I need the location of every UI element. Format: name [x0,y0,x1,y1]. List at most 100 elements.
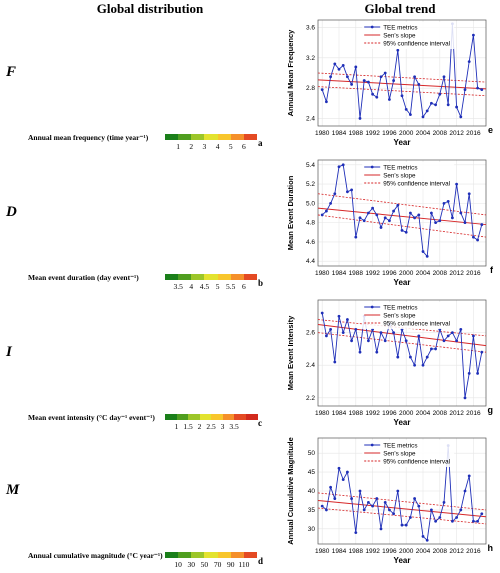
data-point [421,250,425,253]
x-tick-label: 2012 [449,410,464,417]
data-point [442,75,446,79]
data-point [396,489,400,493]
x-axis-label: Year [394,418,411,427]
data-point [350,82,353,86]
colorbar-tick-label: 5.5 [226,282,236,291]
colorbar-swatch [165,414,177,420]
chart-panel-letter: g [488,405,494,415]
plot-frame [317,437,487,545]
data-point [362,79,366,82]
data-point [341,64,345,67]
data-point [472,519,475,523]
colorbar-swatch [178,274,192,280]
data-point [467,192,471,196]
ci-lower-line [317,507,487,525]
data-point [329,485,332,489]
data-point [341,163,345,167]
colorbar-swatch [243,134,258,140]
data-point [430,508,433,512]
data-point [320,88,324,92]
x-tick-label: 1996 [382,130,397,137]
map-panel-letter: d [258,556,264,566]
data-point [388,98,391,101]
data-point [467,474,471,478]
x-tick-label: 2008 [433,270,448,277]
x-tick-label: 2016 [466,548,481,555]
data-point [400,94,404,98]
x-tick-label: 1984 [332,130,347,137]
x-tick-label: 1992 [365,410,380,417]
data-point [438,92,442,96]
data-point [455,182,458,186]
data-point [480,88,484,92]
x-tick-label: 2008 [433,130,448,137]
data-point [438,219,442,223]
colorbar-swatch [165,134,179,140]
legend-label: Sen's slope [383,451,416,458]
map-panel-letter: a [258,138,263,148]
legend-label: TEE metrics [383,25,417,32]
data-point [396,48,400,52]
data-point [354,531,358,535]
chart-panel-letter: h [488,543,494,553]
x-tick-label: 2000 [399,548,414,555]
data-point [476,519,479,523]
data-point [409,516,412,519]
data-point [480,223,484,226]
colorbar-swatch [204,274,219,280]
x-tick-label: 1996 [382,270,397,277]
data-point [476,371,479,375]
trend-chart-M: 1980 1984 1988 1992 1996 2000 2004 2008 2012 2016… [284,434,498,568]
x-tick-label: 2008 [433,410,448,417]
sens-slope-line [317,207,487,226]
data-point [379,331,383,335]
data-point [350,339,353,343]
data-point [413,363,416,367]
colorbar-tick-label: 4 [189,282,194,291]
data-point [425,109,429,113]
colorbar-tick-label: 2 [189,142,194,151]
data-point [467,60,471,64]
trend-chart-F: 1980 1984 1988 1992 1996 2000 2004 2008 2012 2016… [284,16,498,150]
data-point [463,396,467,400]
data-point [388,219,391,223]
data-point [404,339,408,343]
x-tick-label: 1988 [349,270,364,277]
row-label-F: F [6,64,17,80]
data-point [329,75,332,79]
x-tick-label: 1980 [315,548,330,555]
data-point [459,115,463,119]
legend-label: TEE metrics [383,165,417,172]
global-distribution-header: Global distribution [96,1,204,16]
data-point [346,75,349,79]
data-point [354,235,358,239]
data-point [396,355,400,359]
x-tick-label: 2000 [399,130,414,137]
data-point [472,235,475,239]
colorbar-swatch [245,414,258,420]
y-tick-label: 5.4 [306,162,315,169]
data-point [396,203,400,207]
data-point [371,92,374,96]
legend-label: Sen's slope [383,313,416,320]
colorbar-swatch [211,414,223,420]
x-tick-label: 1992 [365,548,380,555]
row-label-M: M [6,482,20,498]
y-tick-label: 4.6 [306,239,315,246]
data-point [358,489,362,493]
y-tick-label: 3.2 [306,55,315,62]
data-point [413,75,416,79]
x-tick-label: 1992 [365,270,380,277]
data-point [409,113,412,117]
data-point [455,105,458,109]
ci-lower-line [317,332,487,353]
data-point [425,538,429,542]
data-point [337,165,341,169]
legend-label: Sen's slope [383,173,416,180]
data-point [383,500,387,504]
y-tick-label: 35 [308,507,316,514]
data-point [472,33,475,37]
trend-chart-I: 1980 1984 1988 1992 1996 2000 2004 2008 2012 2016… [284,296,498,430]
data-point [354,327,358,331]
data-point [434,103,437,107]
